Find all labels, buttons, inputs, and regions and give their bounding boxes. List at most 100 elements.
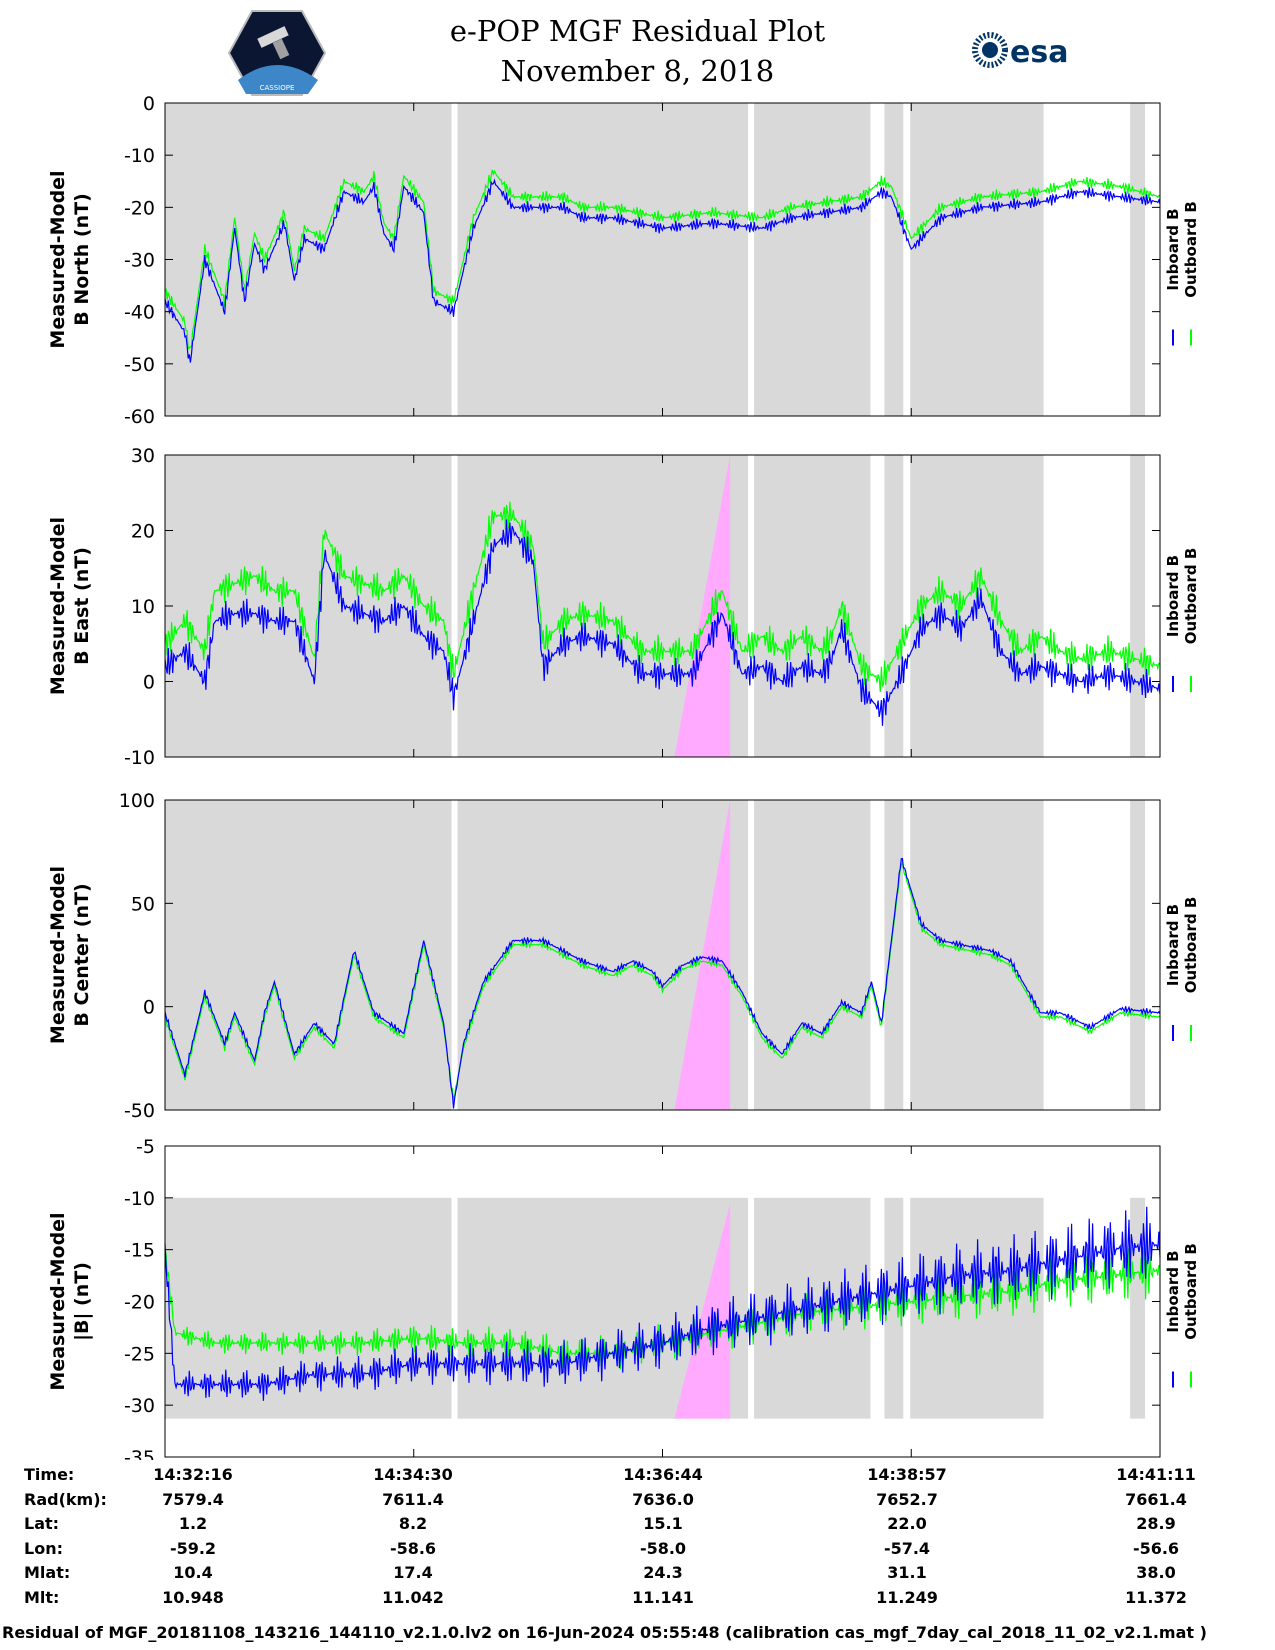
- series-line-outboard: [164, 860, 1161, 1101]
- info-row: Mlt: 10.948 11.042 11.141 11.249 11.372: [0, 1588, 1275, 1610]
- y-axis-label-line1: Measured-Model: [47, 170, 69, 348]
- cassiope-logo: CASSIOPE: [228, 10, 326, 96]
- info-row-label: Mlat:: [24, 1563, 71, 1582]
- info-cell: -56.6: [1132, 1538, 1180, 1558]
- info-row: Lat: 1.2 8.2 15.1 22.0 28.9: [0, 1514, 1275, 1536]
- y-tick-label: -20: [124, 197, 155, 219]
- y-tick-label: 50: [131, 893, 155, 915]
- y-tick-label: -25: [124, 1343, 155, 1365]
- legend-outboard-label: Outboard B: [1182, 897, 1200, 994]
- info-cell: 10.948: [162, 1587, 224, 1607]
- info-cell: 17.4: [393, 1563, 433, 1582]
- info-row: Time: 14:32:16 14:34:30 14:36:44 14:38:57 14:…: [0, 1465, 1275, 1487]
- panel-north: 0 -10 -20 -30 -40 -50 -60 Measured-Model B North…: [47, 93, 1200, 428]
- y-tick-label: -10: [124, 145, 155, 167]
- gap-band: [884, 103, 904, 416]
- info-row-label: Mlt:: [24, 1587, 60, 1607]
- y-axis-label-line2: |B| (nT): [71, 1262, 93, 1341]
- gap-band: [754, 800, 871, 1110]
- orbit-info-table: Time: 14:32:16 14:34:30 14:36:44 14:38:57 14:…: [0, 1465, 1275, 1615]
- gap-band: [1130, 103, 1146, 416]
- info-cell: 10.4: [173, 1563, 213, 1582]
- info-row: Lon: -59.2 -58.6 -58.0 -57.4 -56.6: [0, 1539, 1275, 1561]
- info-cell: 7611.4: [382, 1489, 444, 1509]
- info-cell: 14:34:30: [373, 1465, 453, 1484]
- info-row-label: Lat:: [24, 1514, 60, 1533]
- y-tick-label: 0: [143, 997, 155, 1019]
- esa-logo-text: esa: [1010, 35, 1068, 70]
- y-axis-label-line2: B East (nT): [71, 547, 93, 665]
- legend-outboard-label: Outboard B: [1182, 201, 1200, 298]
- info-cell: -58.6: [389, 1538, 437, 1558]
- series-line-inboard: [164, 178, 1161, 363]
- series-line-outboard: [164, 501, 1161, 692]
- info-cell: -59.2: [169, 1538, 217, 1558]
- y-tick-label: -60: [124, 406, 155, 428]
- series-line-inboard: [164, 1206, 1161, 1401]
- chart-title: e-POP MGF Residual Plot: [449, 14, 826, 48]
- info-row: Mlat: 10.4 17.4 24.3 31.1 38.0: [0, 1563, 1275, 1585]
- y-tick-label: -35: [124, 1447, 155, 1460]
- highlight-wedge: [674, 1203, 731, 1419]
- y-axis-label-line1: Measured-Model: [47, 517, 69, 695]
- highlight-wedge: [674, 800, 731, 1110]
- info-cell: 14:36:44: [623, 1465, 703, 1484]
- info-cell: 8.2: [398, 1514, 428, 1533]
- info-cell: 11.042: [382, 1587, 444, 1607]
- y-axis-label-line2: B North (nT): [71, 193, 93, 326]
- y-tick-label: -10: [124, 747, 155, 769]
- y-tick-label: -30: [124, 250, 155, 272]
- series-line-outboard: [164, 169, 1161, 350]
- cassiope-logo-text: CASSIOPE: [260, 84, 295, 92]
- y-tick-label: -30: [124, 1395, 155, 1417]
- info-cell: 22.0: [887, 1514, 927, 1533]
- panel-total: -5 -10 -15 -20 -25 -30 -35 Measured-Model |B| (n…: [47, 1136, 1200, 1460]
- info-cell: 31.1: [887, 1563, 927, 1582]
- info-cell: 14:41:11: [1116, 1465, 1196, 1484]
- y-axis-label-line1: Measured-Model: [47, 866, 69, 1044]
- y-tick-label: -5: [136, 1136, 155, 1158]
- legend-inboard-label: Inboard B: [1164, 1250, 1182, 1332]
- highlight-wedge: [674, 455, 731, 757]
- info-cell: 38.0: [1136, 1563, 1176, 1582]
- info-cell: 11.141: [632, 1587, 694, 1607]
- info-cell: 7579.4: [162, 1489, 224, 1509]
- info-cell: 1.2: [178, 1514, 208, 1533]
- info-row: Rad(km): 7579.4 7611.4 7636.0 7652.7 7661.4: [0, 1490, 1275, 1512]
- gap-band: [884, 800, 904, 1110]
- series-line-inboard: [164, 519, 1161, 726]
- gap-band: [754, 103, 871, 416]
- gap-band: [165, 800, 452, 1110]
- gap-band: [884, 1197, 904, 1419]
- gap-band: [1130, 455, 1146, 757]
- gap-band: [754, 455, 871, 757]
- y-tick-label: -40: [124, 302, 155, 324]
- footer-caption: Residual of MGF_20181108_143216_144110_v…: [2, 1623, 1207, 1642]
- info-cell: 15.1: [643, 1514, 683, 1533]
- y-tick-label: 0: [143, 93, 155, 115]
- gap-band: [457, 103, 749, 416]
- info-cell: 14:32:16: [153, 1465, 233, 1484]
- y-tick-label: -50: [124, 354, 155, 376]
- panel-east: 30 20 10 0 -10 Measured-Model B East (nT) Inboa…: [47, 445, 1200, 769]
- y-tick-label: 20: [131, 521, 155, 543]
- gap-band: [165, 1197, 452, 1419]
- y-axis-label-line2: B Center (nT): [71, 883, 93, 1026]
- y-tick-label: -10: [124, 1188, 155, 1210]
- gap-band: [910, 103, 1044, 416]
- esa-logo: esa: [972, 32, 1068, 70]
- gap-band: [165, 103, 452, 416]
- info-cell: 14:38:57: [867, 1465, 947, 1484]
- panel-center: 100 50 0 -50 Measured-Model B Center (nT) Inbo…: [47, 790, 1200, 1122]
- info-cell: 7652.7: [876, 1489, 938, 1509]
- gap-band: [165, 455, 452, 757]
- y-tick-label: -15: [124, 1240, 155, 1262]
- gap-band: [1130, 800, 1146, 1110]
- info-cell: 7661.4: [1125, 1489, 1187, 1509]
- info-cell: 11.372: [1125, 1587, 1187, 1607]
- legend-outboard-label: Outboard B: [1182, 1243, 1200, 1340]
- legend-inboard-label: Inboard B: [1164, 208, 1182, 290]
- info-cell: -58.0: [639, 1538, 687, 1558]
- info-cell: 11.249: [876, 1587, 938, 1607]
